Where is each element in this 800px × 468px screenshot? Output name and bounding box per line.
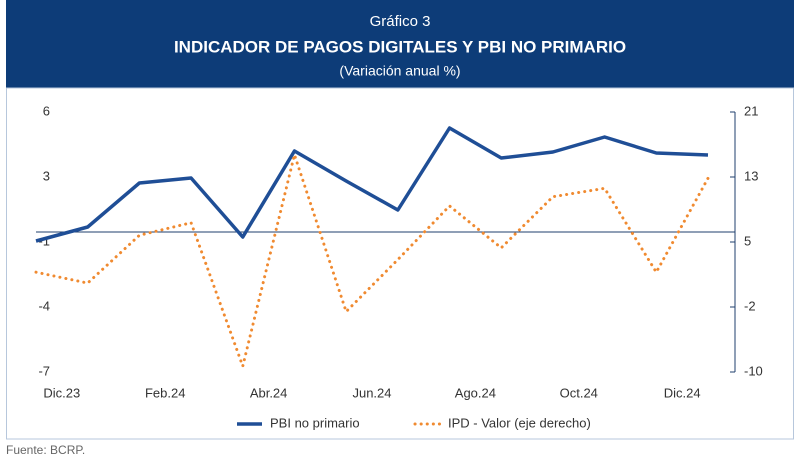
chart-subtitle: (Variación anual %) bbox=[339, 63, 460, 79]
series-line bbox=[34, 153, 710, 368]
chart-kicker: Gráfico 3 bbox=[370, 13, 431, 30]
y-tick-label: -4 bbox=[38, 298, 50, 313]
x-tick-label: Ago.24 bbox=[455, 385, 496, 400]
legend-label: IPD - Valor (eje derecho) bbox=[448, 415, 591, 430]
x-tick-label: Dic.24 bbox=[664, 385, 701, 400]
series-line bbox=[35, 126, 709, 243]
x-tick-label: Dic.23 bbox=[43, 385, 80, 400]
y2-tick-label: 5 bbox=[744, 233, 751, 248]
legend-label: PBI no primario bbox=[270, 415, 360, 430]
x-tick-label: Feb.24 bbox=[145, 385, 185, 400]
y-tick-label: -7 bbox=[38, 363, 50, 378]
y-tick-label: 6 bbox=[43, 103, 50, 118]
x-tick-label: Abr.24 bbox=[250, 385, 288, 400]
x-tick-label: Jun.24 bbox=[352, 385, 391, 400]
source: Fuente: BCRP. bbox=[6, 443, 85, 457]
chart-frame bbox=[6, 87, 794, 440]
y-tick-label: 3 bbox=[43, 168, 50, 183]
header-band bbox=[6, 0, 794, 88]
y2-tick-label: -2 bbox=[744, 298, 756, 313]
y-tick-label: -1 bbox=[38, 233, 50, 248]
y2-tick-label: 21 bbox=[744, 103, 758, 118]
y2-tick-label: 13 bbox=[744, 168, 758, 183]
x-tick-label: Oct.24 bbox=[560, 385, 598, 400]
y2-tick-label: -10 bbox=[744, 363, 763, 378]
chart-title: INDICADOR DE PAGOS DIGITALES Y PBI NO PR… bbox=[174, 37, 626, 56]
